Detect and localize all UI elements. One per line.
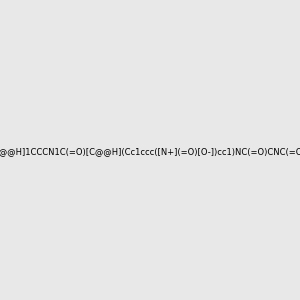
Text: OC(=O)[C@@H]1CCCN1C(=O)[C@@H](Cc1ccc([N+](=O)[O-])cc1)NC(=O)CNC(=O)c1ccccc1N: OC(=O)[C@@H]1CCCN1C(=O)[C@@H](Cc1ccc([N+… xyxy=(0,147,300,156)
